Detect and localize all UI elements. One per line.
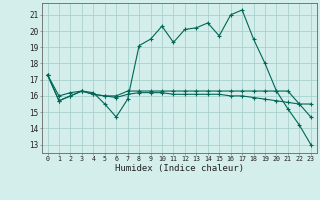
X-axis label: Humidex (Indice chaleur): Humidex (Indice chaleur) (115, 164, 244, 173)
